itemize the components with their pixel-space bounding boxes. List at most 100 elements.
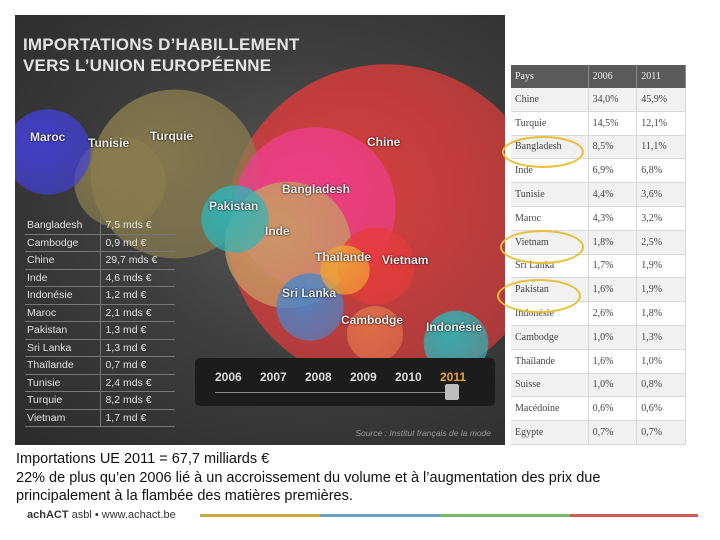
highlight-ellipse-bangladesh	[502, 136, 584, 168]
bubble-sri-lanka	[276, 273, 344, 341]
timeline-year-2010[interactable]: 2010	[395, 370, 422, 384]
highlight-ellipse-vietnam	[500, 230, 584, 264]
bubble-label-chine: Chine	[367, 135, 401, 149]
share-value: 1,8%	[588, 230, 638, 255]
share-country: Thaïlande	[511, 349, 589, 374]
share-value: 2,5%	[636, 230, 686, 255]
chart-title-line1: IMPORTATIONS D’HABILLEMENT	[23, 35, 300, 54]
value-row: Turquie 8,2 mds €	[25, 391, 175, 410]
value-row: Sri Lanka 1,3 md €	[25, 339, 175, 357]
chart-title-line2: VERS L’UNION EUROPÉENNE	[23, 56, 272, 75]
achact-logo: achACT asbl • www.achact.be	[27, 509, 176, 521]
footer-bar-3	[440, 514, 570, 517]
share-value: 0,7%	[588, 420, 638, 445]
share-value: 4,4%	[588, 182, 638, 207]
share-header-cell: 2006	[588, 65, 638, 88]
value-country: Thaïlande	[25, 356, 101, 375]
share-value: 1,8%	[636, 301, 686, 326]
bubble-label-maroc: Maroc	[30, 130, 66, 144]
value-table: Bangladesh 7,5 mds € Cambodge 0,9 md € Chine…	[25, 217, 175, 427]
logo-rest: asbl • www.achact.be	[68, 509, 176, 521]
share-country: Turquie	[511, 111, 589, 136]
year-timeline[interactable]: 2006 2007 2008 2009 2010 2011	[195, 358, 495, 406]
share-header-cell: 2011	[636, 65, 686, 88]
value-country: Turquie	[25, 391, 101, 410]
bubble-label-vietnam: Vietnam	[382, 253, 429, 267]
share-row-chine: Chine 34,0% 45,9%	[511, 88, 686, 112]
timeline-year-2008[interactable]: 2008	[305, 370, 332, 384]
bubble-label-inde: Inde	[265, 224, 290, 238]
share-value: 45,9%	[636, 88, 686, 112]
share-value: 2,6%	[588, 301, 638, 326]
share-value: 4,3%	[588, 206, 638, 231]
share-row-cambodge: Cambodge 1,0% 1,3%	[511, 325, 686, 350]
timeline-year-2011[interactable]: 2011	[440, 370, 467, 384]
share-value: 1,6%	[588, 277, 638, 303]
share-value: 3,6%	[636, 182, 686, 207]
footer-bar-1	[200, 514, 320, 517]
share-value: 1,6%	[588, 349, 638, 374]
value-country: Vietnam	[25, 409, 101, 427]
value-row: Inde 4,6 mds €	[25, 269, 175, 287]
share-value: 1,0%	[588, 325, 638, 350]
share-value: 3,2%	[636, 206, 686, 231]
timeline-year-2007[interactable]: 2007	[260, 370, 287, 384]
share-country: Macédoine	[511, 396, 589, 422]
share-country: Chine	[511, 88, 589, 112]
value-country: Sri Lanka	[25, 339, 101, 357]
share-value: 14,5%	[588, 111, 638, 136]
timeline-year-2006[interactable]: 2006	[215, 370, 242, 384]
value-country: Chine	[25, 251, 101, 270]
value-amount: 7,5 mds €	[100, 217, 175, 235]
footer-line3: principalement à la flambée des matières…	[16, 488, 353, 505]
footer-line2: 22% de plus qu’en 2006 lié à un accroiss…	[16, 469, 601, 486]
share-row-maroc: Maroc 4,3% 3,2%	[511, 206, 686, 231]
bubble-label-indonesie: Indonésie	[426, 320, 483, 334]
timeline-handle[interactable]	[445, 384, 459, 400]
share-value: 0,6%	[588, 396, 638, 422]
share-value: 1,9%	[636, 277, 686, 303]
share-country: Suisse	[511, 373, 589, 398]
footer-text: Importations UE 2011 = 67,7 milliards € …	[16, 450, 706, 506]
share-value: 1,9%	[636, 254, 686, 279]
value-amount: 29,7 mds €	[100, 251, 175, 270]
share-value: 1,3%	[636, 325, 686, 350]
value-amount: 8,2 mds €	[100, 391, 175, 410]
value-row: Pakistan 1,3 md €	[25, 321, 175, 340]
value-row: Indonésie 1,2 md €	[25, 286, 175, 305]
share-row-suisse: Suisse 1,0% 0,8%	[511, 373, 686, 398]
value-country: Inde	[25, 269, 101, 287]
bubble-pakistan	[201, 185, 269, 253]
value-row: Bangladesh 7,5 mds €	[25, 217, 175, 235]
bubble-label-sri-lanka: Sri Lanka	[282, 286, 337, 300]
share-value: 1,7%	[588, 254, 638, 279]
share-header-cell: Pays	[511, 65, 589, 88]
share-value: 34,0%	[588, 88, 638, 112]
share-value: 6,8%	[636, 158, 686, 184]
timeline-year-2009[interactable]: 2009	[350, 370, 377, 384]
share-row-sri-lanka: Sri Lanka 1,7% 1,9%	[511, 254, 686, 279]
bubble-thailande	[320, 245, 370, 295]
source-note: Source : Institut français de la mode	[355, 428, 491, 438]
value-amount: 1,3 md €	[100, 321, 175, 340]
value-amount: 1,7 md €	[100, 409, 175, 427]
footer-bar-4	[570, 514, 698, 517]
share-table: Pays 2006 2011 Chine 34,0% 45,9% Turquie 14,5% 1…	[511, 65, 686, 445]
bubble-label-pakistan: Pakistan	[209, 199, 259, 213]
value-amount: 2,1 mds €	[100, 304, 175, 322]
bubble-tunisie	[74, 136, 166, 228]
value-amount: 1,3 md €	[100, 339, 175, 357]
bubble-label-bangladesh: Bangladesh	[282, 182, 351, 196]
share-country: Maroc	[511, 206, 589, 231]
share-value: 12,1%	[636, 111, 686, 136]
value-row: Cambodge 0,9 md €	[25, 234, 175, 252]
footer-line1: Importations UE 2011 = 67,7 milliards €	[16, 451, 270, 467]
share-country: Egypte	[511, 420, 589, 445]
share-row-thailande: Thaïlande 1,6% 1,0%	[511, 349, 686, 374]
value-amount: 2,4 mds €	[100, 374, 175, 392]
chart-title: IMPORTATIONS D’HABILLEMENT VERS L’UNION …	[23, 34, 300, 76]
value-amount: 4,6 mds €	[100, 269, 175, 287]
value-row: Chine 29,7 mds €	[25, 251, 175, 270]
bubble-chart	[15, 64, 505, 386]
share-value: 0,7%	[636, 420, 686, 445]
